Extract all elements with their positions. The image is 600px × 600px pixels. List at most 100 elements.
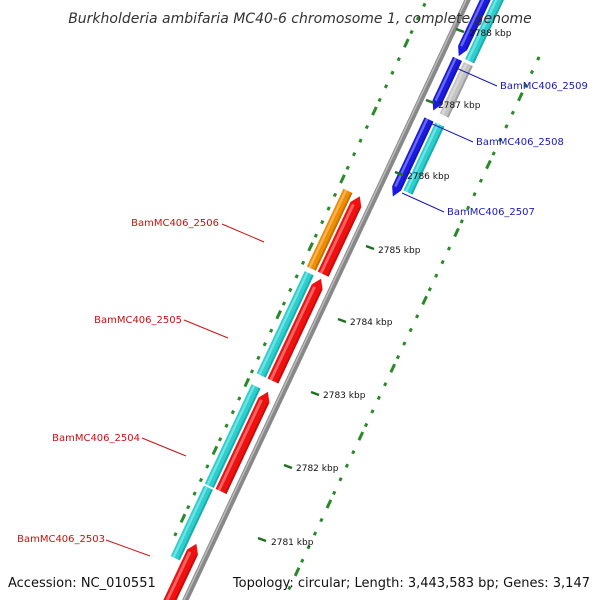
band-2509-cds <box>465 0 504 64</box>
band-2503-cds-shine <box>172 486 208 558</box>
dot-mark <box>434 273 439 278</box>
dot-mark <box>179 513 187 523</box>
band-2506-orange-shine <box>308 189 348 269</box>
dot-mark <box>389 363 397 373</box>
dot-mark <box>478 178 484 183</box>
dot-mark <box>192 491 197 496</box>
leader-line <box>141 437 187 457</box>
map-title: Burkholderia ambifaria MC40-6 chromosome… <box>68 11 532 27</box>
dot-mark <box>230 409 235 415</box>
dot-mark <box>288 287 293 293</box>
dot-mark <box>472 192 477 197</box>
dot-mark <box>358 138 363 143</box>
band-2504-cds-body <box>204 384 261 488</box>
dot-mark <box>262 342 267 347</box>
dot-mark <box>345 165 350 171</box>
dot-mark <box>364 124 369 130</box>
band-2508-blue-body <box>432 56 463 111</box>
band-2507-blue-shade <box>399 120 434 190</box>
label-leader-lines <box>105 66 498 557</box>
band-2504-red <box>215 391 270 494</box>
dot-mark <box>332 490 337 496</box>
dot-mark <box>415 314 420 319</box>
dot-mark <box>312 531 318 536</box>
leader-line <box>221 223 265 243</box>
kbp-tick-mark <box>425 98 435 105</box>
band-2509-cds-shade <box>472 0 504 64</box>
band-2503-cds-shade <box>177 488 213 561</box>
dot-mark <box>326 206 331 211</box>
band-2503-red-shine <box>165 551 192 600</box>
tick-label-2782: 2782 kbp <box>296 464 339 474</box>
dot-mark <box>370 409 375 414</box>
dot-mark <box>306 544 311 550</box>
kbp-ticks <box>257 27 465 543</box>
kbp-tick-mark <box>394 170 404 177</box>
band-2504-red-shade <box>224 402 270 494</box>
dot-mark <box>332 192 338 198</box>
band-2508-blue <box>432 56 463 111</box>
band-2507-cds-body <box>403 122 445 195</box>
dot-mark <box>237 396 242 401</box>
kbp-tick-mark <box>365 244 375 251</box>
leader-line <box>429 122 474 143</box>
dot-mark <box>325 499 333 509</box>
dot-mark <box>319 517 324 523</box>
dot-mark <box>275 309 282 320</box>
dot-mark <box>497 137 503 143</box>
band-2507-blue-body <box>392 117 434 197</box>
dot-mark <box>294 274 299 279</box>
dot-mark <box>517 92 524 102</box>
band-2506-orange-shade <box>314 192 353 271</box>
band-2505-cds-shine <box>258 271 309 376</box>
band-2505-red <box>267 278 323 384</box>
band-2505-red-body <box>267 278 323 384</box>
band-2503-cds <box>170 485 213 561</box>
accession-text: Accession: NC_010551 <box>8 576 156 591</box>
gene-label-2504[interactable]: BamMC406_2504 <box>52 433 140 444</box>
gene-label-2508[interactable]: BamMC406_2508 <box>476 137 564 148</box>
band-2509-blue-shine <box>460 0 485 47</box>
dot-mark <box>351 449 356 455</box>
dot-mark <box>338 477 343 482</box>
leader-line <box>401 192 445 213</box>
chromosome-backbone <box>182 0 471 600</box>
band-2505-cds-shade <box>263 274 314 378</box>
band-2505-cds-body <box>256 271 314 378</box>
gene-label-2505[interactable]: BamMC406_2505 <box>94 315 182 326</box>
dot-mark <box>313 233 318 238</box>
kbp-tick-mark <box>257 536 267 543</box>
dot-mark <box>536 56 541 61</box>
dot-mark <box>403 38 410 48</box>
dot-mark <box>510 110 515 116</box>
gene-label-2507[interactable]: BamMC406_2507 <box>447 207 535 218</box>
band-2509-blue-shade <box>465 0 491 50</box>
dot-mark <box>523 83 528 88</box>
dot-mark <box>422 2 427 8</box>
gene-label-2509[interactable]: BamMC406_2509 <box>500 81 588 92</box>
dot-mark <box>269 328 274 333</box>
band-2506-red-body <box>317 196 362 277</box>
tick-label-2784: 2784 kbp <box>350 318 393 328</box>
gene-label-2503[interactable]: BamMC406_2503 <box>17 534 105 545</box>
dot-mark <box>224 423 229 428</box>
band-2508-gray <box>439 61 473 118</box>
kbp-tick-mark <box>310 390 320 397</box>
gene-label-2506[interactable]: BamMC406_2506 <box>131 218 219 229</box>
feature-bands <box>163 0 504 600</box>
backbone-line <box>182 0 471 600</box>
band-2509-cds-body <box>465 0 504 64</box>
dot-mark <box>376 395 381 401</box>
band-2504-cds-shine <box>206 384 256 486</box>
leader-line <box>183 319 229 339</box>
tick-label-2786: 2786 kbp <box>407 172 450 182</box>
dot-mark <box>198 477 204 483</box>
band-2503-red-shade <box>174 554 198 600</box>
dot-mark <box>363 422 369 428</box>
band-2506-orange <box>306 188 353 271</box>
dot-mark <box>293 567 301 577</box>
band-2506-red-shine <box>319 203 355 274</box>
dot-mark <box>427 287 432 292</box>
dot-mark <box>173 532 178 537</box>
